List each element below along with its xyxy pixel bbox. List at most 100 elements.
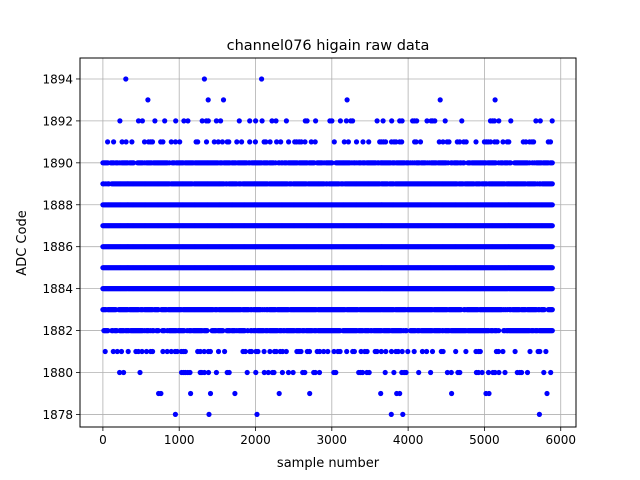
data-point bbox=[549, 244, 555, 250]
data-point bbox=[399, 139, 405, 145]
data-point bbox=[364, 348, 370, 355]
data-point bbox=[185, 118, 191, 124]
data-point bbox=[388, 411, 394, 417]
data-point bbox=[306, 348, 313, 355]
data-point bbox=[358, 348, 364, 355]
data-point bbox=[143, 348, 150, 355]
data-point bbox=[278, 139, 284, 145]
data-point bbox=[247, 118, 253, 124]
data-point bbox=[304, 118, 310, 124]
data-point bbox=[125, 348, 131, 355]
data-point bbox=[205, 369, 212, 376]
x-tick-label: 5000 bbox=[469, 433, 500, 447]
data-point bbox=[149, 139, 156, 145]
data-point bbox=[350, 118, 356, 124]
data-point bbox=[177, 139, 183, 145]
x-axis-label: sample number bbox=[277, 456, 380, 471]
data-point bbox=[400, 411, 406, 417]
data-point bbox=[395, 348, 401, 355]
data-point bbox=[549, 223, 555, 229]
data-point bbox=[160, 139, 166, 145]
data-point bbox=[187, 369, 193, 376]
data-point bbox=[508, 160, 514, 166]
data-point bbox=[312, 139, 318, 145]
data-point bbox=[316, 369, 323, 376]
data-point bbox=[449, 390, 455, 397]
x-tick-label: 2000 bbox=[240, 433, 271, 447]
data-point bbox=[232, 390, 238, 397]
data-point bbox=[213, 118, 219, 124]
data-point bbox=[111, 139, 117, 145]
data-point bbox=[168, 139, 174, 145]
data-point bbox=[500, 348, 506, 355]
data-point bbox=[308, 139, 314, 145]
data-point bbox=[139, 118, 145, 124]
data-point bbox=[207, 390, 214, 397]
data-point bbox=[492, 369, 498, 376]
data-point bbox=[495, 348, 502, 355]
data-point bbox=[440, 139, 446, 145]
data-point bbox=[374, 348, 380, 355]
data-point bbox=[261, 348, 267, 355]
data-point bbox=[211, 139, 217, 145]
data-point bbox=[344, 97, 350, 103]
data-point bbox=[436, 139, 442, 145]
data-point bbox=[261, 369, 267, 376]
data-point bbox=[374, 118, 380, 124]
data-point bbox=[383, 139, 389, 145]
data-point bbox=[242, 348, 248, 355]
data-point bbox=[382, 369, 388, 376]
data-point bbox=[444, 369, 450, 376]
data-point bbox=[331, 348, 337, 355]
data-point bbox=[121, 369, 127, 376]
data-point bbox=[273, 118, 279, 124]
data-point bbox=[160, 348, 166, 355]
data-point bbox=[302, 139, 308, 145]
data-point bbox=[155, 328, 161, 334]
data-point bbox=[135, 118, 142, 124]
data-point bbox=[549, 202, 555, 208]
data-point bbox=[337, 118, 343, 124]
data-point bbox=[446, 139, 452, 145]
data-point bbox=[437, 97, 443, 103]
data-point bbox=[105, 328, 111, 334]
data-point bbox=[337, 348, 343, 355]
data-point bbox=[548, 369, 554, 376]
data-point bbox=[477, 348, 483, 355]
data-point bbox=[123, 76, 129, 82]
data-point bbox=[129, 139, 135, 145]
data-point bbox=[222, 348, 228, 355]
data-point bbox=[527, 348, 533, 355]
data-point bbox=[253, 118, 259, 124]
data-point bbox=[547, 139, 554, 145]
data-point bbox=[533, 118, 539, 124]
data-point bbox=[549, 118, 555, 124]
y-tick-label: 1890 bbox=[42, 156, 73, 170]
data-point bbox=[544, 390, 550, 397]
data-point bbox=[388, 348, 395, 355]
data-point bbox=[145, 97, 151, 103]
data-point bbox=[485, 369, 492, 376]
data-point bbox=[199, 118, 205, 124]
chart-title: channel076 higain raw data bbox=[227, 38, 430, 54]
data-point bbox=[141, 139, 148, 145]
data-point bbox=[531, 139, 537, 145]
data-point bbox=[360, 139, 366, 145]
data-point bbox=[207, 348, 213, 355]
data-point bbox=[244, 369, 250, 376]
data-point bbox=[424, 118, 430, 124]
y-tick-label: 1884 bbox=[42, 282, 73, 296]
data-point bbox=[536, 411, 543, 417]
data-point bbox=[519, 369, 525, 376]
data-point bbox=[110, 348, 116, 355]
data-point bbox=[182, 348, 188, 355]
data-point bbox=[298, 348, 304, 355]
data-point bbox=[218, 118, 224, 124]
data-point bbox=[105, 139, 111, 145]
data-point bbox=[494, 139, 500, 145]
data-point bbox=[197, 348, 203, 355]
data-point bbox=[500, 139, 506, 145]
data-point bbox=[463, 348, 469, 355]
data-point bbox=[508, 118, 514, 124]
data-point bbox=[523, 139, 529, 145]
